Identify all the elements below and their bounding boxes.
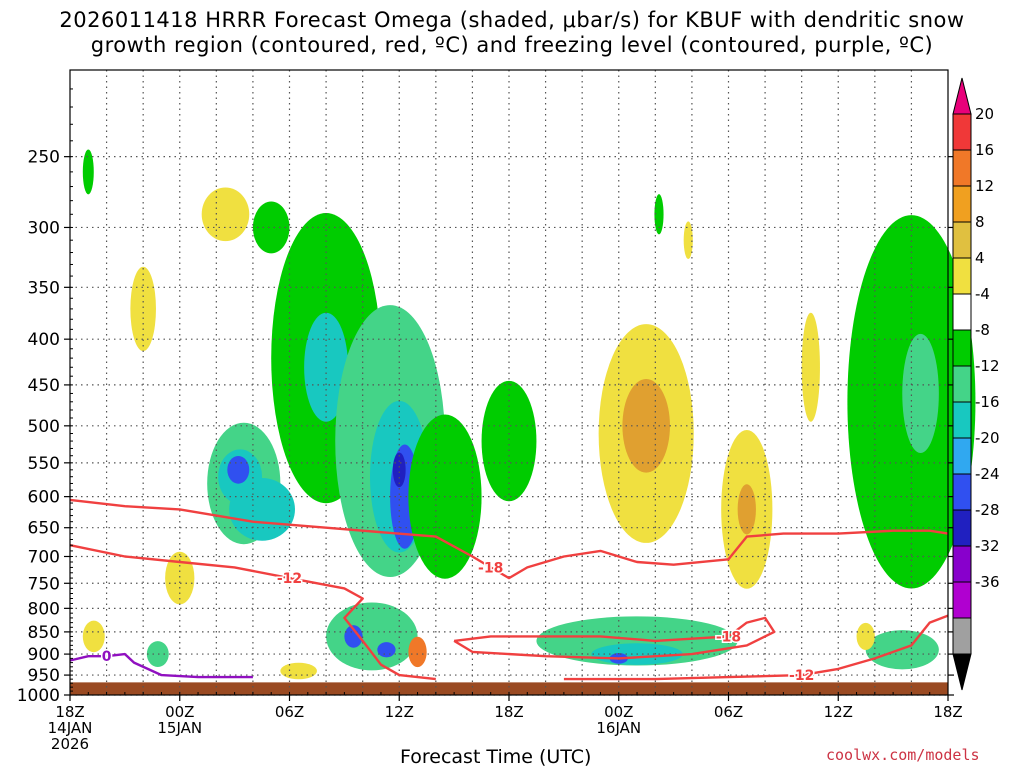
y-tick-label: 950 [28,666,60,686]
y-tick-label: 300 [28,218,60,238]
colorbar-swatch [952,617,972,655]
y-tick-label: 800 [28,599,60,619]
credit-link[interactable]: coolwx.com/models [826,746,980,764]
omega-shaded-region [801,312,820,422]
colorbar-label: 16 [975,141,994,159]
x-tick-label: 16JAN [596,719,641,737]
colorbar-swatch [952,365,972,403]
y-tick-label: 600 [28,488,60,508]
omega-shaded-region [481,380,537,502]
colorbar-swatch [952,293,972,331]
x-tick-label: 14JAN [48,719,93,737]
y-tick-label: 700 [28,547,60,567]
x-tick-label: 18Z [933,703,962,721]
omega-shaded-region [201,187,250,242]
omega-shaded-region [392,452,406,488]
temperature-contour [69,544,436,681]
contour-label: -12 [277,571,302,587]
omega-shaded-region [654,194,664,235]
omega-shaded-region [856,622,875,650]
omega-shaded-region [377,642,396,658]
colorbar-label: -32 [975,537,1000,555]
omega-shaded-region [902,333,939,454]
y-tick-label: 450 [28,376,60,396]
colorbar-label: -28 [975,501,1000,519]
x-tick-label: 06Z [275,703,304,721]
omega-shaded-region [82,149,94,195]
temperature-contour [69,652,253,679]
chart-title-line-2: growth region (contoured, red, ºC) and f… [90,33,934,57]
colorbar-label: -4 [975,285,990,303]
omega-shaded-region [229,477,295,541]
colorbar-swatch [952,509,972,547]
omega-shaded-region [683,221,693,259]
y-tick-label: 750 [28,574,60,594]
omega-shaded-region [146,641,169,668]
omega-shaded-region [252,201,290,254]
colorbar-swatch [952,149,972,187]
colorbar-swatch [952,437,972,475]
x-tick-label: 12Z [385,703,414,721]
omega-shaded-region [408,636,427,668]
colorbar-swatch [952,653,972,691]
y-tick-label: 400 [28,330,60,350]
omega-shaded-region [82,620,105,653]
x-tick-label: 12Z [824,703,853,721]
y-tick-label: 850 [28,623,60,643]
x-tick-label: 00Z [604,703,633,721]
omega-shaded-region [165,551,195,605]
colorbar-swatch [952,329,972,367]
colorbar-swatch [952,545,972,583]
colorbar-swatch [952,113,972,151]
y-tick-label: 1000 [17,686,60,706]
colorbar-swatch [952,581,972,619]
colorbar-swatch [952,77,972,115]
contour-label: -18 [716,629,741,645]
omega-shaded-region [344,625,363,648]
colorbar-label: -8 [975,321,990,339]
colorbar-swatch [952,185,972,223]
contour-label: -12 [789,668,814,684]
y-tick-label: 250 [28,148,60,168]
chart-title-line-1: 2026011418 HRRR Forecast Omega (shaded, … [59,8,965,32]
x-axis-title: Forecast Time (UTC) [400,746,592,768]
omega-shaded-region [227,455,250,484]
y-tick-label: 550 [28,454,60,474]
omega-shaded-region [280,662,317,680]
colorbar-label: -20 [975,429,1000,447]
colorbar-label: -12 [975,357,1000,375]
colorbar-swatch [952,257,972,295]
colorbar-label: 20 [975,105,994,123]
colorbar-swatch [952,473,972,511]
colorbar-label: 12 [975,177,994,195]
contour-label: 0 [102,649,112,665]
x-tick-label: 18Z [55,703,84,721]
contour-label: -18 [478,560,503,576]
x-tick-label: 00Z [165,703,194,721]
colorbar-swatch [952,401,972,439]
colorbar-swatch [952,221,972,259]
temperature-contour [453,616,776,660]
x-tick-label: 2026 [51,735,89,753]
x-tick-label: 15JAN [157,719,202,737]
y-tick-label: 350 [28,278,60,298]
colorbar-label: -16 [975,393,1000,411]
temperature-contour [69,498,949,580]
colorbar-label: -36 [975,573,1000,591]
x-tick-label: 06Z [714,703,743,721]
omega-shaded-region [622,379,670,473]
y-tick-label: 500 [28,417,60,437]
colorbar-label: 4 [975,249,985,267]
y-tick-label: 650 [28,519,60,539]
omega-shaded-region [737,484,756,535]
temperature-contour [563,614,949,681]
x-tick-label: 18Z [494,703,523,721]
y-tick-label: 900 [28,645,60,665]
omega-shaded-region [326,602,418,671]
colorbar-label: -24 [975,465,1000,483]
colorbar-label: 8 [975,213,985,231]
